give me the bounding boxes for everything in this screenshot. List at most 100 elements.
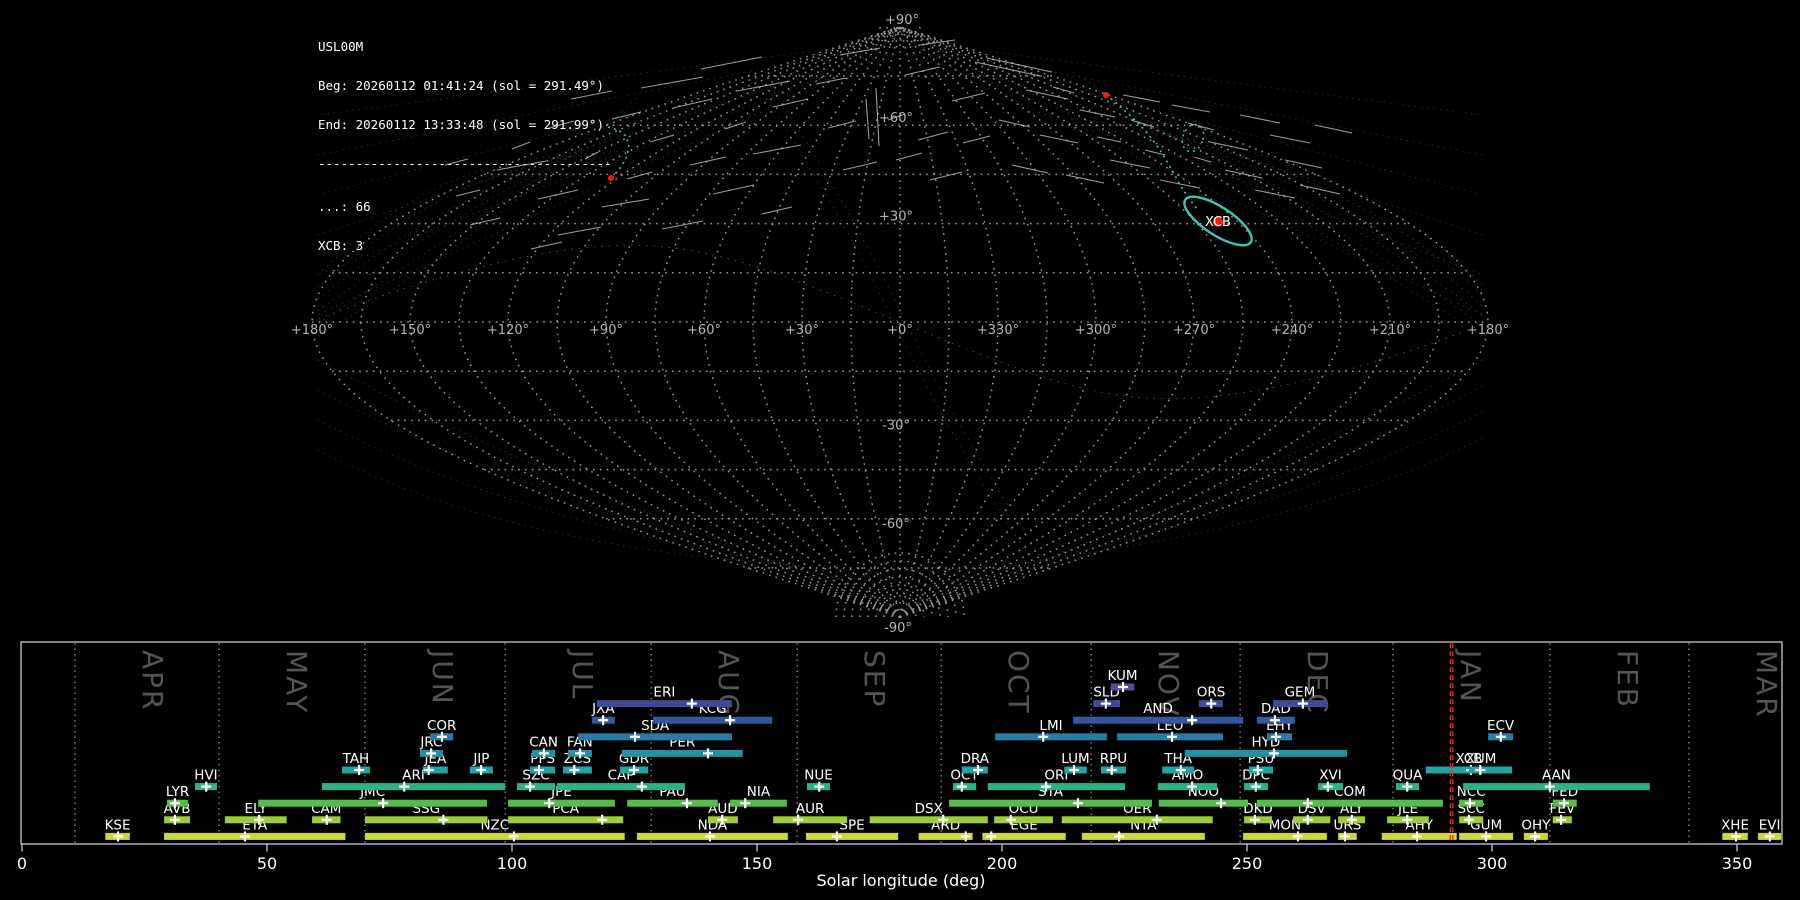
- meteor-trail: [827, 120, 857, 129]
- meteor-trail: [1025, 89, 1069, 100]
- meteor-trail: [1171, 104, 1211, 113]
- shower-NZC: NZC: [365, 817, 625, 842]
- meteor-trail: [865, 98, 870, 140]
- shower-label: LMI: [1039, 718, 1062, 734]
- texture-line: [317, 359, 841, 586]
- meteor-trail: [1065, 174, 1105, 184]
- meteor-trail: [986, 57, 1053, 73]
- axis-title: Solar longitude (deg): [817, 871, 986, 890]
- shower-label: QUA: [1393, 768, 1424, 784]
- longitude-label: +0°: [887, 323, 913, 338]
- shower-bar: [982, 832, 1066, 840]
- shower-bar: [1184, 749, 1347, 757]
- map-grid-labels: +90° -90° +180° +150° +120° +90° +60° +30° +0° +3…: [291, 13, 1509, 636]
- shower-label: CAN: [529, 734, 558, 750]
- texture-line: [979, 411, 1483, 574]
- meteor-trail: [761, 206, 793, 215]
- shower-label: ORI: [1044, 768, 1068, 784]
- meteor-trail: [1299, 184, 1341, 195]
- shower-LYR: LYR: [166, 784, 189, 809]
- texture-line: [316, 41, 886, 116]
- meteor-trail: [640, 76, 704, 89]
- meteor-count-line: ...: 66: [318, 199, 371, 214]
- meteor-trail: [1209, 141, 1249, 151]
- axis-tick-label: 200: [987, 854, 1018, 873]
- shower-label: ECV: [1487, 718, 1515, 734]
- meteor-trail: [951, 92, 986, 102]
- month-label: APR: [136, 650, 169, 712]
- meteor-trail: [672, 98, 713, 109]
- meridian-line: [556, 26, 901, 618]
- texture-line: [316, 45, 883, 156]
- south-pole-ring: [859, 576, 941, 618]
- meteor-trail: [875, 87, 880, 147]
- shower-LUM: LUM: [1061, 751, 1090, 775]
- texture-line: [923, 53, 1484, 236]
- shower-bar: [258, 799, 488, 807]
- texture-line: [917, 45, 1484, 156]
- shower-bar: [508, 816, 624, 824]
- month-label: NOV: [1152, 650, 1185, 718]
- sky-map: XCB +90° -90° +180° +150° +120° +90° +60° +30° +0…: [291, 13, 1509, 636]
- shower-label: LUM: [1061, 751, 1089, 767]
- shower-bar: [869, 816, 988, 824]
- texture-line: [316, 57, 874, 276]
- meteor-trail: [1144, 149, 1166, 156]
- texture-line: [914, 41, 1484, 116]
- meteor-trail: [712, 184, 755, 195]
- meteor-trail: [548, 120, 575, 129]
- longitude-label: +180°: [291, 323, 333, 338]
- meteor-trail: [1109, 159, 1151, 169]
- shower-label: DSX: [915, 801, 943, 817]
- galactic-line: [757, 85, 1031, 559]
- station-id: USL00M: [318, 39, 364, 54]
- shower-label: EVI: [1759, 817, 1781, 833]
- xcb-meteor-dot: [1213, 217, 1223, 227]
- longitude-label: +330°: [977, 323, 1019, 338]
- longitude-label: +90°: [589, 323, 623, 338]
- radiant-drift-ellipse: [1181, 123, 1205, 153]
- shower-bar: [516, 783, 556, 791]
- longitude-label: +60°: [687, 323, 721, 338]
- shower-label: AUR: [796, 801, 825, 817]
- meteor-trail: [736, 80, 791, 92]
- meteor-trail: [904, 66, 941, 76]
- galactic-line: [769, 85, 1043, 559]
- longitude-label: +30°: [785, 323, 819, 338]
- shower-AAN: AAN: [1463, 768, 1650, 792]
- shower-NUE: NUE: [804, 768, 833, 792]
- shower-label: COR: [427, 718, 456, 734]
- shower-DRA: DRA: [961, 751, 990, 775]
- longitude-label: +210°: [1369, 323, 1411, 338]
- longitude-label: +180°: [1467, 323, 1509, 338]
- meteor-trails: [444, 39, 1353, 250]
- shower-bar: [422, 766, 448, 774]
- south-pole-ring: [851, 568, 949, 618]
- meteor-trail: [974, 61, 1041, 77]
- axis-tick-label: 0: [17, 854, 27, 873]
- shower-GEM: GEM: [1272, 685, 1327, 709]
- texture-line: [979, 437, 1483, 568]
- shower-bar: [949, 799, 1152, 807]
- shower-DSX: DSX: [869, 801, 988, 825]
- shower-OHY: OHY: [1521, 817, 1551, 842]
- shower-bar: [321, 783, 506, 791]
- shower-label: XVI: [1319, 768, 1341, 784]
- meridian-line: [899, 26, 1440, 618]
- radiant-label: XCB: [1205, 215, 1231, 230]
- shower-bar: [508, 799, 615, 807]
- shower-bar: [1073, 716, 1244, 724]
- meteor-trail: [887, 113, 906, 121]
- meridian-line: [899, 26, 1342, 618]
- shower-label: NZC: [480, 817, 509, 833]
- texture-line: [926, 57, 1484, 276]
- meridian-line: [899, 26, 1146, 618]
- meteor-trail: [1239, 114, 1281, 124]
- meteor-trail: [601, 198, 650, 208]
- meridian-line: [899, 26, 999, 618]
- meteor-trail: [724, 121, 747, 130]
- meteor-trail: [584, 151, 599, 160]
- pole-label-north: +90°: [885, 13, 919, 28]
- shower-bar: [653, 716, 773, 724]
- meteor-trail: [1096, 136, 1122, 143]
